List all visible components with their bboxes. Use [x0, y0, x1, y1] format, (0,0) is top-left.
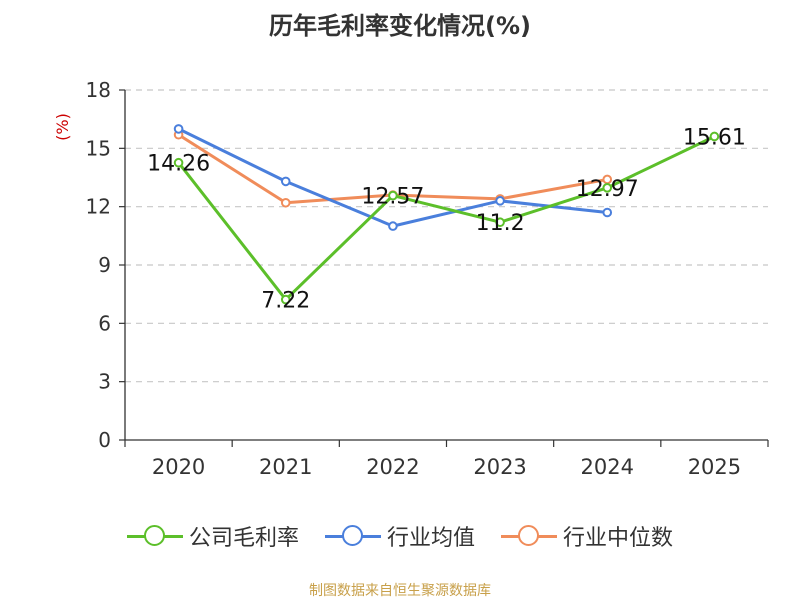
data-point — [603, 209, 611, 217]
x-tick-label: 2024 — [581, 455, 634, 479]
legend-swatch-icon — [127, 525, 183, 547]
legend: 公司毛利率 行业均值 行业中位数 — [0, 520, 800, 552]
y-axis-label: (%) — [53, 113, 72, 141]
data-point — [282, 199, 290, 207]
x-tick-label: 2023 — [473, 455, 526, 479]
x-tick-label: 2021 — [259, 455, 312, 479]
legend-item[interactable]: 公司毛利率 — [127, 520, 299, 552]
legend-swatch-icon — [501, 525, 557, 547]
data-point — [282, 178, 290, 186]
data-label: 14.26 — [147, 152, 210, 177]
data-label: 15.61 — [683, 125, 746, 150]
data-label: 7.22 — [261, 289, 310, 314]
data-point — [496, 197, 504, 205]
legend-label: 行业中位数 — [563, 520, 673, 552]
data-label: 12.97 — [576, 177, 639, 202]
x-tick-label: 2020 — [152, 455, 205, 479]
data-labels: 14.26 7.22 12.57 11.2 12.97 15.61 — [147, 125, 746, 313]
x-tick-label: 2025 — [688, 455, 741, 479]
data-point — [175, 125, 183, 133]
y-tick-label: 18 — [86, 78, 111, 102]
x-tick-label: 2022 — [366, 455, 419, 479]
data-label: 12.57 — [361, 185, 424, 210]
y-tick-label: 9 — [98, 253, 111, 277]
axes: 0 3 6 9 12 15 18 2020 2021 2022 2023 2024 2025 (%) — [53, 78, 768, 479]
y-tick-label: 6 — [98, 311, 111, 335]
data-label: 11.2 — [476, 211, 525, 236]
legend-label: 公司毛利率 — [189, 520, 299, 552]
grid-lines — [125, 90, 768, 382]
legend-label: 行业均值 — [387, 520, 475, 552]
legend-swatch-icon — [325, 525, 381, 547]
legend-item[interactable]: 行业中位数 — [501, 520, 673, 552]
y-tick-label: 3 — [98, 370, 111, 394]
y-tick-label: 15 — [86, 136, 111, 160]
series-line — [179, 129, 608, 226]
y-tick-label: 0 — [98, 428, 111, 452]
legend-item[interactable]: 行业均值 — [325, 520, 475, 552]
data-point — [389, 222, 397, 230]
series-lines — [175, 125, 718, 303]
source-note: 制图数据来自恒生聚源数据库 — [0, 580, 800, 600]
series-line — [179, 136, 715, 299]
y-tick-label: 12 — [86, 195, 111, 219]
